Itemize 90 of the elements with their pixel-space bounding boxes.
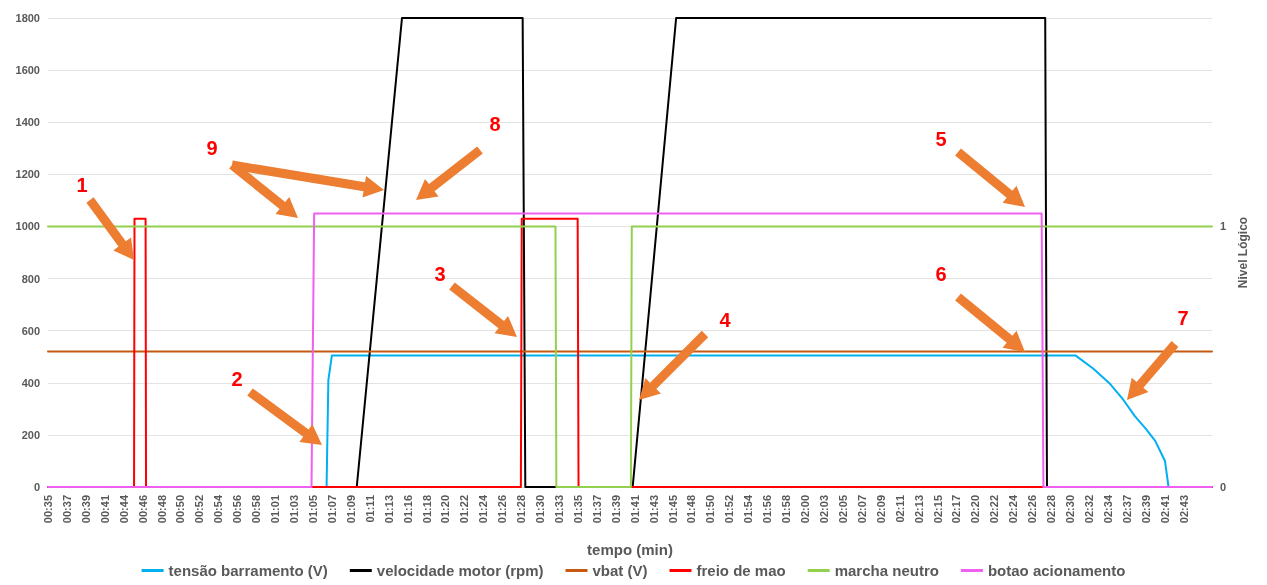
legend-label: vbat (V) [592, 562, 648, 579]
x-tick-label: 02:39 [1139, 495, 1152, 524]
annotation: 2 [231, 368, 243, 390]
x-tick-label: 02:09 [874, 495, 887, 524]
x-tick-label: 01:43 [647, 495, 660, 524]
x-axis-title: tempo (min) [587, 541, 673, 558]
x-tick-label: 02:03 [818, 495, 831, 524]
y-tick-label: 1200 [15, 168, 40, 181]
y-tick-label: 1400 [15, 116, 40, 129]
annotation: 9 [206, 137, 218, 159]
x-tick-label: 01:54 [742, 494, 755, 524]
x-tick-label: 01:09 [344, 495, 357, 524]
x-tick-label: 02:20 [969, 495, 982, 524]
y2-tick-label: 0 [1220, 481, 1227, 493]
x-tick-label: 02:41 [1158, 495, 1171, 524]
x-tick-label: 00:50 [174, 495, 187, 524]
legend-label: velocidade motor (rpm) [376, 562, 544, 579]
x-tick-label: 01:20 [439, 495, 452, 524]
x-tick-label: 01:07 [325, 495, 338, 524]
y-tick-label: 0 [33, 481, 40, 493]
x-tick-label: 02:32 [1082, 495, 1095, 524]
legend-label: tensão barramento (V) [168, 562, 328, 579]
x-tick-label: 01:22 [458, 495, 471, 524]
annotation: 8 [489, 113, 501, 135]
annotation: 5 [935, 128, 947, 150]
x-tick-label: 02:28 [1045, 495, 1058, 524]
x-tick-label: 01:13 [382, 495, 395, 524]
x-tick-label: 02:11 [893, 495, 906, 523]
x-tick-label: 01:01 [269, 495, 282, 524]
annotation: 6 [935, 263, 947, 285]
x-tick-label: 02:43 [1177, 495, 1190, 524]
x-tick-label: 02:05 [836, 495, 849, 524]
x-tick-label: 01:50 [704, 495, 717, 524]
x-tick-label: 01:30 [534, 495, 547, 524]
annotation: 1 [76, 174, 88, 196]
x-tick-label: 00:35 [42, 495, 54, 524]
x-tick-label: 00:39 [79, 495, 92, 524]
x-tick-label: 01:52 [723, 495, 736, 524]
annotation: 4 [719, 309, 732, 331]
x-tick-label: 01:56 [761, 495, 774, 524]
y-tick-label: 1000 [15, 220, 40, 233]
annotation: 7 [1177, 307, 1189, 329]
y-tick-label: 1600 [15, 64, 40, 77]
annotation: 3 [434, 263, 446, 285]
x-tick-label: 01:39 [609, 495, 622, 524]
x-tick-label: 01:37 [590, 495, 603, 524]
x-tick-label: 01:58 [780, 495, 793, 524]
x-tick-label: 01:11 [363, 495, 376, 523]
x-tick-label: 01:48 [685, 495, 698, 524]
x-tick-label: 02:34 [1101, 494, 1114, 524]
x-tick-label: 01:45 [666, 495, 679, 524]
y-tick-label: 600 [21, 324, 40, 337]
x-tick-label: 02:15 [931, 495, 944, 524]
x-tick-label: 00:52 [193, 495, 206, 524]
x-tick-label: 02:17 [950, 495, 963, 524]
x-tick-label: 01:35 [571, 495, 584, 524]
x-tick-label: 01:03 [288, 495, 301, 524]
x-tick-label: 01:28 [515, 495, 528, 524]
x-tick-label: 00:44 [117, 494, 130, 524]
x-tick-label: 02:26 [1026, 495, 1039, 524]
x-tick-label: 02:07 [855, 495, 868, 524]
x-tick-label: 02:22 [988, 495, 1001, 524]
y-tick-label: 1800 [15, 12, 40, 24]
legend-label: botao acionamento [987, 562, 1126, 579]
x-tick-label: 02:37 [1120, 495, 1133, 524]
x-tick-label: 01:26 [496, 495, 509, 524]
x-tick-label: 02:13 [912, 495, 925, 524]
x-tick-label: 01:33 [553, 495, 566, 524]
y-tick-label: 400 [21, 376, 40, 389]
x-tick-label: 00:41 [98, 495, 111, 524]
x-tick-label: 02:30 [1064, 495, 1077, 524]
x-tick-label: 02:24 [1007, 494, 1020, 524]
x-tick-label: 00:54 [212, 494, 225, 524]
x-tick-label: 01:18 [420, 495, 433, 524]
x-tick-label: 00:58 [250, 495, 263, 524]
y2-tick-label: 1 [1220, 220, 1227, 233]
legend-label: freio de mao [696, 562, 786, 579]
y2-axis-title: Nivel Lógico [1236, 216, 1251, 289]
y-tick-label: 200 [21, 428, 40, 441]
x-tick-label: 01:05 [307, 495, 320, 524]
y-tick-label: 800 [21, 272, 40, 285]
x-tick-label: 00:48 [155, 495, 168, 524]
x-tick-label: 01:16 [401, 495, 414, 524]
x-tick-label: 01:24 [477, 494, 490, 524]
x-tick-label: 01:41 [628, 495, 641, 524]
x-tick-label: 00:46 [136, 495, 149, 524]
x-tick-label: 02:00 [799, 495, 812, 524]
x-tick-label: 00:56 [231, 495, 244, 524]
legend-label: marcha neutro [834, 562, 939, 579]
x-tick-label: 00:37 [60, 495, 73, 524]
